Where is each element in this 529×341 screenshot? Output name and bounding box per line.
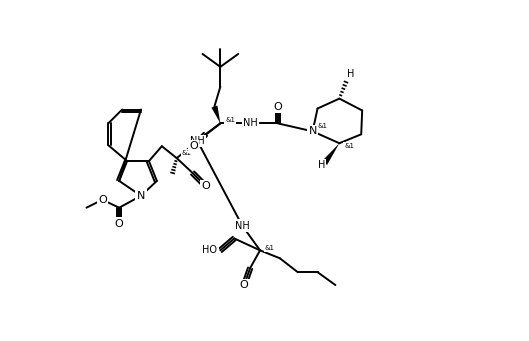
Text: &1: &1 [265, 246, 275, 251]
Text: NH: NH [235, 221, 250, 231]
Text: NH: NH [190, 136, 205, 146]
Text: N: N [308, 126, 317, 136]
Text: O: O [189, 141, 198, 151]
Text: H: H [346, 69, 354, 79]
Text: O: O [201, 181, 210, 191]
Text: O: O [98, 195, 107, 205]
Text: NH: NH [243, 118, 258, 129]
Text: O: O [273, 102, 282, 112]
Text: &1: &1 [181, 150, 191, 156]
Text: &1: &1 [225, 117, 235, 123]
Text: N: N [137, 191, 145, 201]
Text: O: O [115, 219, 124, 228]
Text: O: O [240, 280, 249, 290]
Polygon shape [322, 143, 340, 165]
Text: HO: HO [203, 245, 217, 255]
Polygon shape [212, 105, 221, 123]
Text: H: H [318, 160, 325, 170]
Text: &1: &1 [317, 123, 327, 129]
Text: &1: &1 [344, 143, 354, 149]
